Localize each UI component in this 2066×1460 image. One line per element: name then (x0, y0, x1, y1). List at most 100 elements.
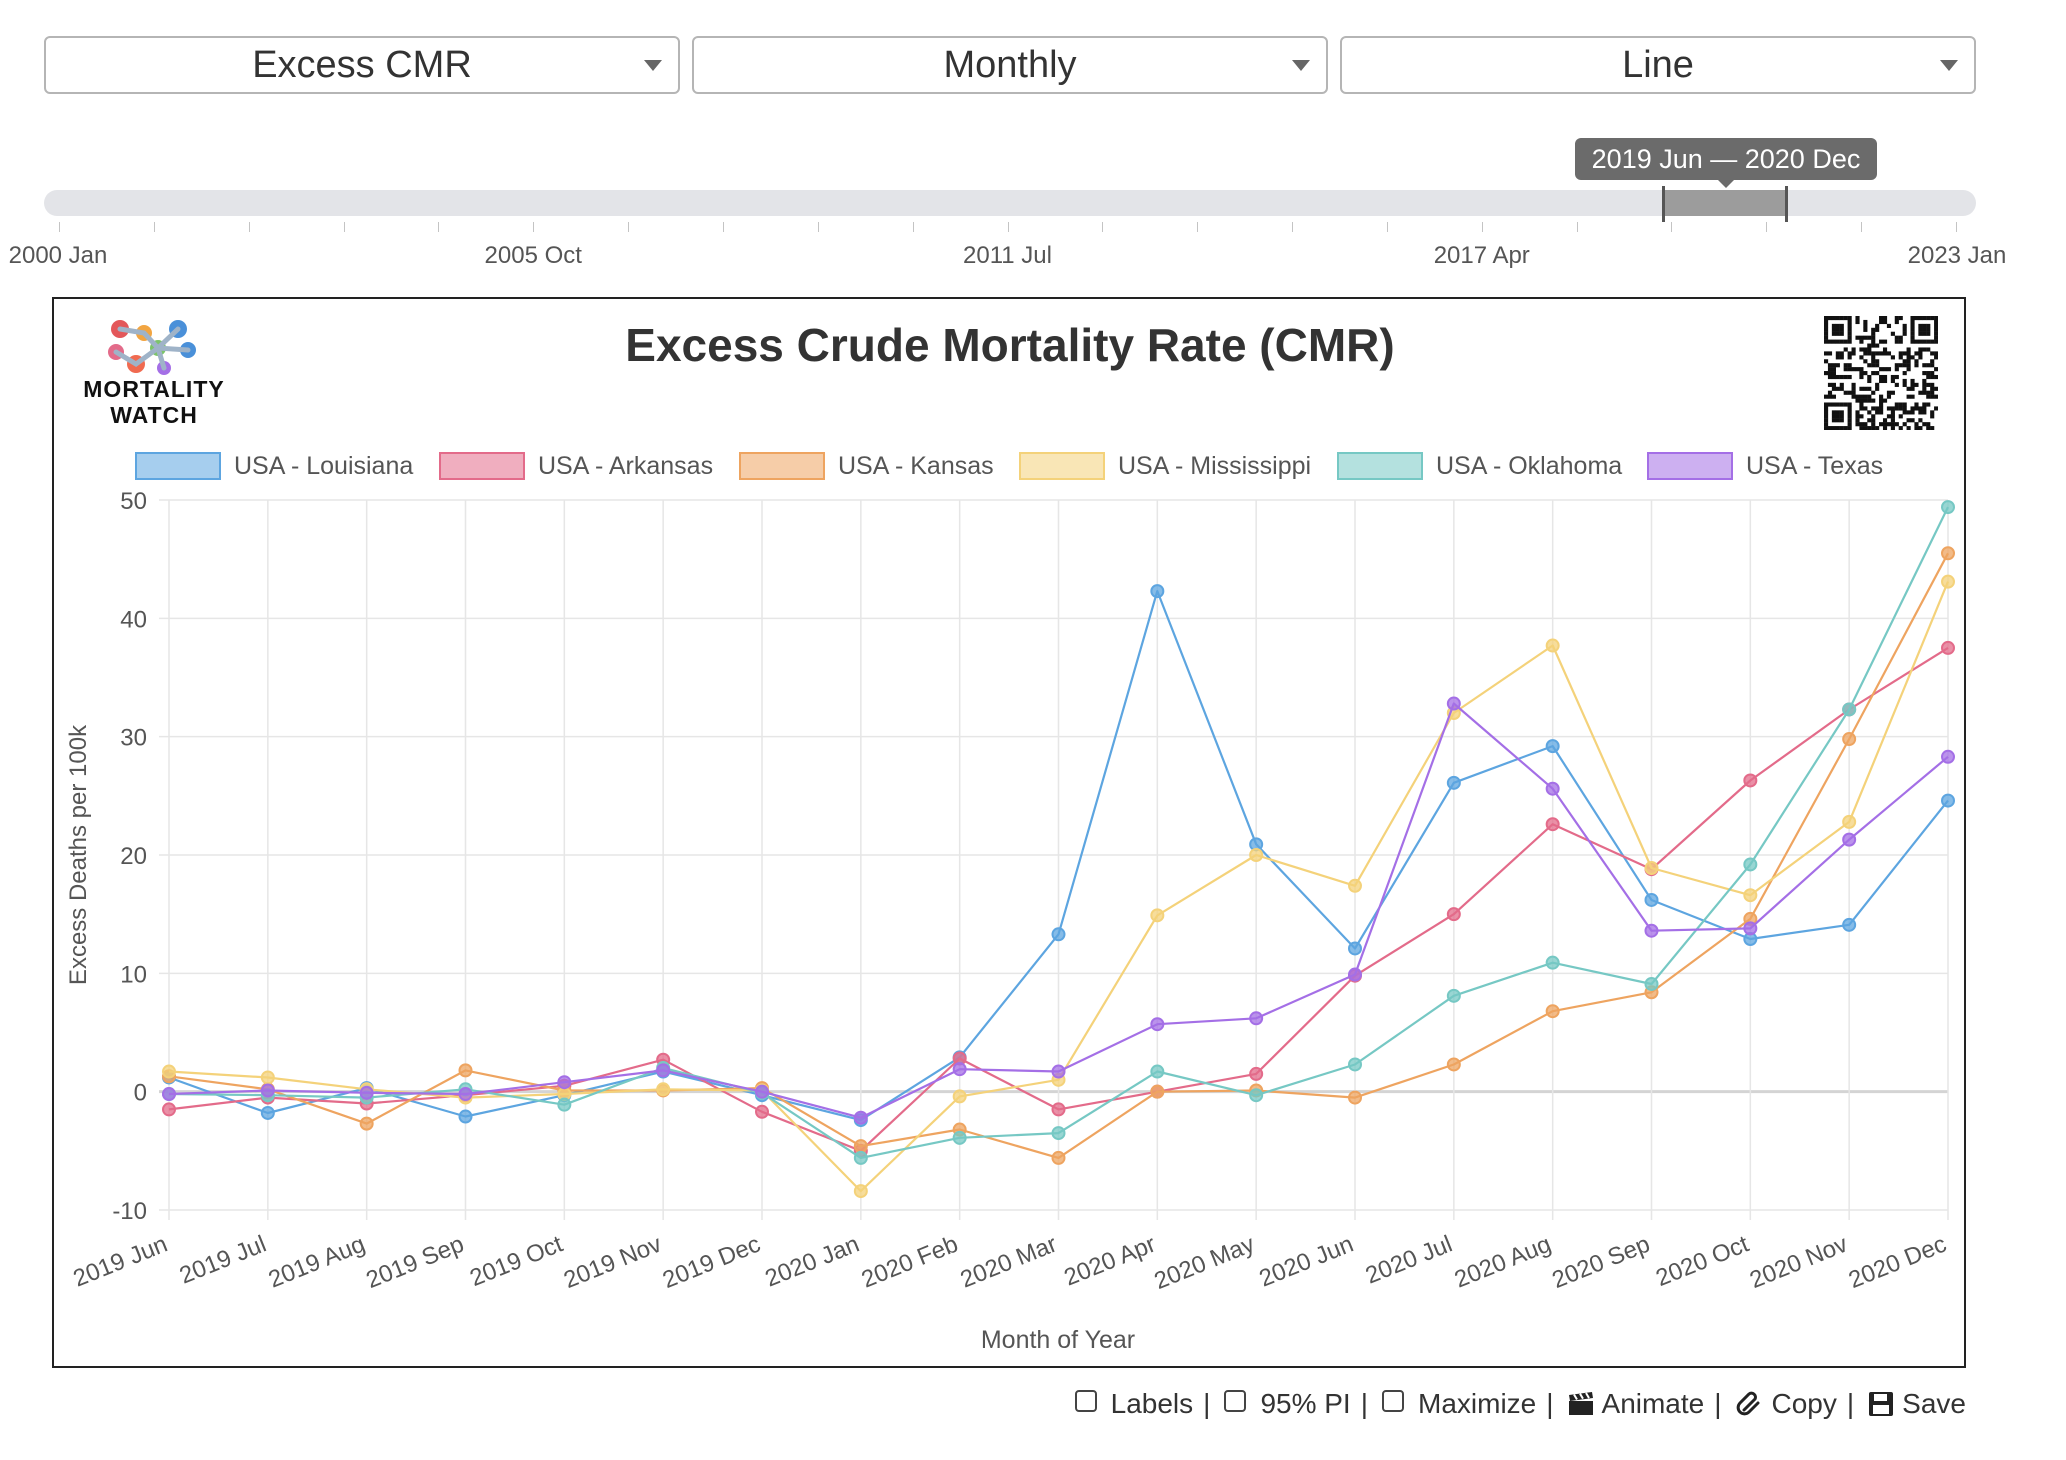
slider-tick (533, 222, 535, 232)
data-point (1348, 967, 1362, 982)
slider-tick (1292, 222, 1294, 232)
legend-label: USA - Oklahoma (1436, 452, 1622, 480)
y-tick-label: -10 (112, 1198, 147, 1225)
data-point (1545, 739, 1560, 754)
period-select[interactable]: Monthly (692, 36, 1328, 94)
data-point (1348, 878, 1362, 893)
metric-select[interactable]: Excess CMR (44, 36, 680, 94)
toolbar-separator: | (1203, 1388, 1211, 1419)
data-point (1842, 702, 1857, 717)
save-label: Save (1902, 1388, 1966, 1419)
x-tick-label: 2019 Jul (176, 1231, 270, 1290)
data-point (1545, 1004, 1560, 1019)
data-point (1150, 584, 1165, 599)
data-point (1941, 640, 1955, 655)
maximize-toggle[interactable]: Maximize (1382, 1388, 1536, 1420)
slider-tick-label: 2023 Jan (1907, 242, 2007, 269)
data-point (1446, 988, 1461, 1003)
save-button[interactable]: Save (1868, 1388, 1966, 1420)
pi-toggle[interactable]: 95% PI (1224, 1388, 1351, 1420)
slider-selected-range[interactable] (1663, 190, 1787, 216)
data-point (1644, 861, 1659, 876)
data-point (656, 1082, 671, 1097)
data-point (458, 1109, 473, 1124)
chart-type-select-value: Line (1622, 43, 1694, 86)
copy-button[interactable]: Copy (1736, 1388, 1837, 1420)
slider-tick-label: 2017 Apr (1433, 242, 1530, 269)
y-tick-label: 0 (134, 1080, 147, 1107)
x-tick-label: 2020 Dec (1845, 1231, 1950, 1295)
data-point (853, 1139, 868, 1154)
x-tick-label: 2020 May (1151, 1231, 1259, 1296)
data-point (557, 1097, 572, 1112)
data-point (853, 1184, 868, 1199)
data-point (260, 1105, 275, 1120)
data-point (1644, 892, 1659, 907)
data-point (1446, 696, 1461, 711)
slider-tick (1671, 222, 1673, 232)
legend-swatch (439, 452, 525, 480)
slider-tick (912, 222, 914, 232)
slider-end-handle[interactable] (1785, 186, 1788, 222)
data-point (1545, 817, 1560, 832)
pi-toggle-label: 95% PI (1260, 1388, 1351, 1419)
maximize-checkbox[interactable] (1382, 1390, 1404, 1412)
x-tick-label: 2019 Dec (659, 1231, 764, 1295)
data-point (853, 1110, 868, 1125)
pi-checkbox[interactable] (1224, 1390, 1247, 1412)
x-axis-title: Month of Year (981, 1326, 1135, 1354)
toolbar-separator: | (1546, 1388, 1554, 1419)
data-point (1051, 927, 1066, 942)
period-select-value: Monthly (943, 43, 1077, 86)
x-tick-label: 2020 Feb (858, 1231, 962, 1294)
chart-type-select[interactable]: Line (1340, 36, 1976, 94)
data-point (1446, 1057, 1461, 1072)
labels-checkbox[interactable] (1074, 1390, 1097, 1412)
x-tick-label: 2020 Aug (1451, 1231, 1555, 1294)
data-point (1051, 1150, 1066, 1165)
data-point (1941, 500, 1955, 515)
legend-label: USA - Arkansas (538, 452, 713, 480)
x-tick-label: 2020 Apr (1060, 1231, 1159, 1292)
legend-swatch (1019, 452, 1105, 480)
labels-toggle[interactable]: Labels (1074, 1388, 1194, 1420)
data-point (359, 1116, 374, 1131)
slider-tick (1481, 222, 1483, 232)
x-tick-label: 2019 Oct (466, 1230, 567, 1292)
legend-swatch (1337, 452, 1423, 480)
data-point (1842, 814, 1857, 829)
y-tick-label: 10 (120, 961, 147, 988)
slider-start-handle[interactable] (1662, 186, 1665, 222)
data-point (557, 1075, 572, 1090)
logo-line-1: MORTALITY (83, 376, 225, 402)
data-point (1941, 793, 1955, 808)
qr-code-icon[interactable] (1824, 316, 1938, 430)
data-point (1941, 546, 1955, 561)
data-point (1941, 749, 1955, 764)
data-point (656, 1063, 671, 1078)
data-point (952, 1130, 967, 1145)
legend-label: USA - Kansas (838, 452, 994, 480)
slider-tick (1861, 222, 1863, 232)
animate-label: Animate (1601, 1388, 1705, 1419)
date-range-slider[interactable] (44, 190, 1976, 216)
y-tick-label: 30 (120, 725, 147, 752)
data-point (1348, 1057, 1362, 1072)
x-tick-label: 2019 Nov (560, 1231, 665, 1295)
data-point (1941, 574, 1955, 589)
slider-tick (343, 222, 345, 232)
data-point (952, 1062, 967, 1077)
labels-toggle-label: Labels (1110, 1388, 1194, 1419)
data-point (359, 1085, 374, 1100)
data-point (162, 1064, 176, 1079)
data-point (1348, 1090, 1362, 1105)
y-tick-label: 50 (120, 488, 147, 515)
chevron-down-icon (644, 60, 662, 71)
data-point (1545, 955, 1560, 970)
data-point (1249, 1088, 1264, 1103)
animate-button[interactable]: Animate (1568, 1388, 1705, 1420)
x-tick-label: 2020 Mar (957, 1231, 1061, 1294)
x-tick-label: 2019 Aug (265, 1231, 369, 1294)
x-tick-label: 2020 Oct (1652, 1230, 1753, 1292)
